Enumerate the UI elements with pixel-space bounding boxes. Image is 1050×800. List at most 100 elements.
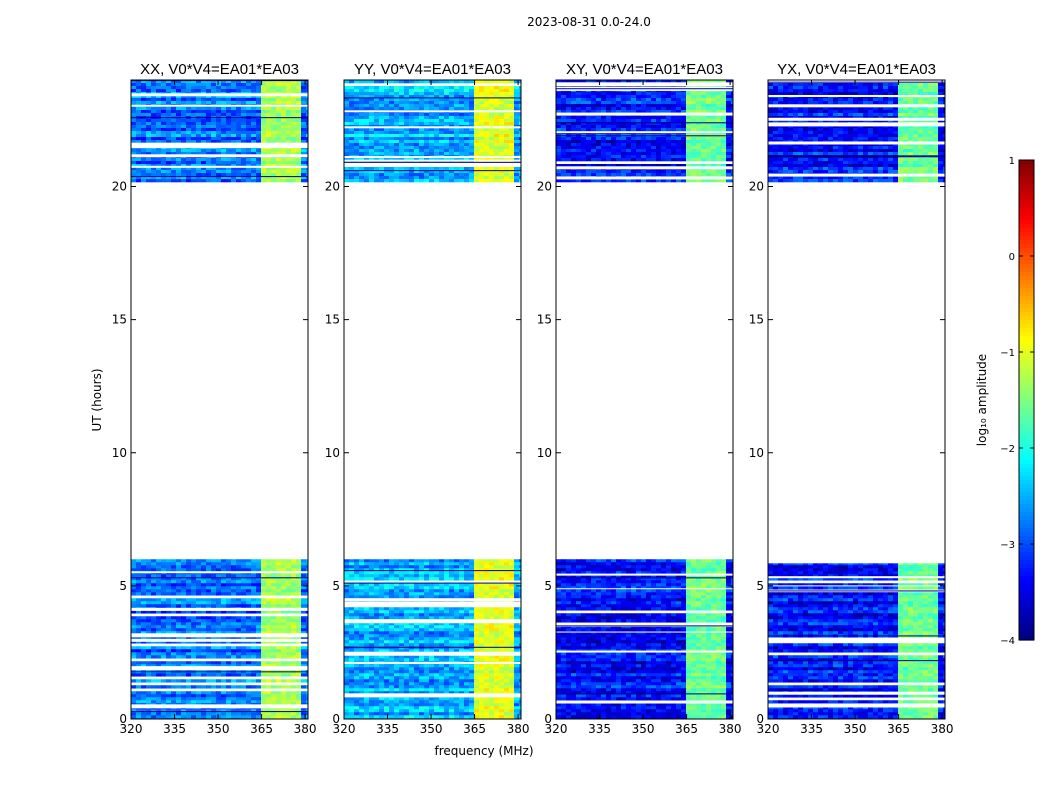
x-tick-label: 350 — [844, 722, 867, 736]
colorbar-segment — [1019, 340, 1034, 345]
y-tick-label: 10 — [749, 446, 764, 460]
colorbar-segment — [1019, 328, 1034, 333]
y-tick-label: 0 — [756, 712, 764, 726]
colorbar-segment — [1019, 276, 1034, 281]
panel-frame — [555, 79, 734, 720]
colorbar-segment — [1019, 560, 1034, 565]
colorbar-tick-label: 1 — [1009, 156, 1015, 167]
colorbar-segment — [1019, 512, 1034, 517]
y-tick-label: 15 — [749, 313, 764, 327]
panel-title: XY, V0*V4=EA01*EA03 — [566, 61, 723, 78]
colorbar-segment — [1019, 624, 1034, 629]
y-tick-label: 15 — [537, 313, 552, 327]
colorbar-segment — [1019, 448, 1034, 453]
colorbar-segment — [1019, 248, 1034, 253]
colorbar-segment — [1019, 608, 1034, 613]
y-tick-label: 10 — [537, 446, 552, 460]
x-tick-label: 365 — [463, 722, 486, 736]
x-tick-label: 320 — [120, 722, 143, 736]
colorbar-segment — [1019, 400, 1034, 405]
colorbar-segment — [1019, 428, 1034, 433]
colorbar-segment — [1019, 244, 1034, 249]
x-tick-label: 320 — [545, 722, 568, 736]
colorbar-segment — [1019, 236, 1034, 241]
x-tick-label: 320 — [757, 722, 780, 736]
colorbar-label: log₁₀ amplitude — [975, 354, 989, 446]
colorbar-segment — [1019, 372, 1034, 377]
colorbar-segment — [1019, 296, 1034, 301]
colorbar-segment — [1019, 168, 1034, 173]
colorbar-segment — [1019, 292, 1034, 297]
colorbar-segment — [1019, 520, 1034, 525]
colorbar-segment — [1019, 224, 1034, 229]
colorbar-segment — [1019, 300, 1034, 305]
panel-title: YY, V0*V4=EA01*EA03 — [354, 61, 511, 78]
colorbar-segment — [1019, 368, 1034, 373]
colorbar-segment — [1019, 404, 1034, 409]
panel-1: XX, V0*V4=EA01*EA03 320 335 350 365 380 0 5 10 15… — [112, 61, 317, 736]
colorbar-segment — [1019, 212, 1034, 217]
colorbar-segment — [1019, 376, 1034, 381]
panel-frame — [343, 79, 522, 720]
y-tick-label: 15 — [325, 313, 340, 327]
colorbar-segment — [1019, 504, 1034, 509]
colorbar-segment — [1019, 320, 1034, 325]
colorbar-segment — [1019, 264, 1034, 269]
waterfall-image — [768, 80, 945, 719]
y-tick-label: 0 — [544, 712, 552, 726]
colorbar-segment — [1019, 604, 1034, 609]
colorbar-segment — [1019, 616, 1034, 621]
panel-title: YX, V0*V4=EA01*EA03 — [777, 61, 936, 78]
x-tick-label: 380 — [294, 722, 317, 736]
colorbar-segment — [1019, 360, 1034, 365]
colorbar-segment — [1019, 572, 1034, 577]
colorbar-segment — [1019, 192, 1034, 197]
x-tick-label: 320 — [333, 722, 356, 736]
colorbar-segment — [1019, 232, 1034, 237]
colorbar-segment — [1019, 516, 1034, 521]
colorbar-segment — [1019, 576, 1034, 581]
colorbar-segment — [1019, 552, 1034, 557]
colorbar-segment — [1019, 592, 1034, 597]
colorbar-segment — [1019, 336, 1034, 341]
colorbar-segment — [1019, 532, 1034, 537]
x-tick-label: 380 — [931, 722, 954, 736]
panels: XX, V0*V4=EA01*EA03 320 335 350 365 380 0 5 10 15… — [112, 61, 954, 736]
colorbar-segment — [1019, 228, 1034, 233]
colorbar-segment — [1019, 620, 1034, 625]
colorbar-tick-label: −2 — [1000, 444, 1015, 455]
x-tick-label: 350 — [632, 722, 655, 736]
y-axis-label: UT (hours) — [90, 368, 104, 431]
colorbar-segment — [1019, 180, 1034, 185]
colorbar-segment — [1019, 344, 1034, 349]
colorbar-tick-label: −4 — [1000, 636, 1015, 647]
colorbar-segment — [1019, 432, 1034, 437]
y-tick-label: 5 — [756, 579, 764, 593]
y-tick-label: 20 — [749, 180, 764, 194]
colorbar-segment — [1019, 508, 1034, 513]
waterfall-image — [344, 80, 521, 719]
colorbar-tick-label: −3 — [1000, 540, 1015, 551]
colorbar-segment — [1019, 528, 1034, 533]
x-tick-label: 365 — [250, 722, 273, 736]
x-tick-label: 350 — [420, 722, 443, 736]
colorbar-tick-label: 0 — [1009, 252, 1015, 263]
y-tick-label: 5 — [332, 579, 340, 593]
waterfall-image — [131, 80, 308, 719]
colorbar-segment — [1019, 164, 1034, 169]
x-tick-label: 365 — [675, 722, 698, 736]
colorbar-segment — [1019, 200, 1034, 205]
x-axis-label: frequency (MHz) — [434, 744, 533, 758]
x-tick-label: 335 — [376, 722, 399, 736]
colorbar-segment — [1019, 184, 1034, 189]
colorbar-segment — [1019, 408, 1034, 413]
colorbar-segment — [1019, 332, 1034, 337]
colorbar-segment — [1019, 304, 1034, 309]
colorbar-segment — [1019, 268, 1034, 273]
colorbar-segment — [1019, 536, 1034, 541]
panel-title: XX, V0*V4=EA01*EA03 — [140, 61, 299, 78]
colorbar-segment — [1019, 216, 1034, 221]
colorbar-segment — [1019, 636, 1034, 641]
colorbar-frame — [1018, 159, 1035, 641]
colorbar-segment — [1019, 584, 1034, 589]
